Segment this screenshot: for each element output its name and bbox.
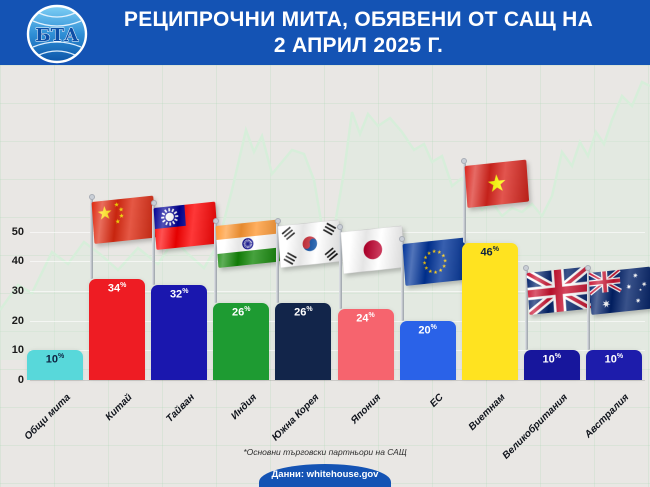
category-label: Китай (103, 392, 135, 423)
category-label: ЕС (427, 392, 446, 410)
bar-value-label: 34% (107, 282, 127, 295)
bta-logo-text: БТА (35, 25, 79, 46)
source-label: Данни: whitehouse.gov (271, 469, 379, 480)
header: БТА РЕЦИПРОЧНИ МИТА, ОБЯВЕНИ ОТ САЩ НА 2… (0, 0, 650, 65)
flagpole (337, 223, 343, 309)
y-axis-tick-label: 40 (11, 255, 24, 268)
bar-value-label: 26% (294, 305, 313, 319)
bar-value-label: 24% (356, 311, 375, 325)
title-line-1: РЕЦИПРОЧНИ МИТА, ОБЯВЕНИ ОТ САЩ НА (123, 8, 594, 31)
y-axis-tick-label: 50 (11, 225, 24, 238)
x-axis-line (30, 380, 645, 381)
flagpole (585, 265, 592, 351)
bar-value-label: 26% (232, 305, 251, 319)
trend-line (0, 80, 650, 311)
flagpole (150, 199, 157, 285)
bar-2: 34% (89, 279, 146, 380)
flagpole (212, 217, 219, 303)
flag-south-korea-icon (277, 219, 343, 268)
flagpole (523, 265, 530, 351)
category-label: Индия (229, 392, 260, 422)
footnote: *Основни търговски партньори на САЩ (243, 447, 407, 457)
flagpole (399, 235, 406, 321)
bar-6: 24% (337, 308, 394, 380)
y-axis-tick-label: 20 (11, 314, 24, 327)
source-pill: Данни: whitehouse.gov (259, 464, 391, 487)
flagpole (461, 158, 468, 244)
bar-3: 32% (151, 284, 208, 380)
flag-uk-icon (526, 266, 591, 316)
bar-value-label: 32% (169, 287, 189, 301)
category-label: Общи мита (22, 392, 73, 443)
bar-8: 46% (461, 243, 518, 380)
bar-value-label: 10% (542, 353, 562, 366)
category-label: Австралия (583, 392, 632, 441)
title-line-2: 2 АПРИЛ 2025 Г. (273, 34, 444, 57)
gridline (30, 290, 645, 292)
category-label: Виетнам (466, 392, 508, 433)
bar-value-label: 46% (480, 246, 499, 260)
flag-eu-icon (402, 237, 467, 286)
bar-4: 26% (213, 302, 270, 380)
category-label: Южна Корея (269, 392, 322, 444)
bar-7: 20% (399, 320, 456, 380)
bta-logo: БТА (26, 4, 88, 64)
flag-vietnam-icon (464, 159, 529, 209)
bar-value-label: 20% (418, 323, 437, 337)
bar-value-label: 10% (604, 353, 624, 366)
bar-value-label: 10% (45, 353, 65, 366)
category-label: Япония (348, 392, 384, 427)
flagpole (274, 217, 281, 303)
flagpole (88, 194, 95, 280)
flag-japan-icon (340, 225, 405, 274)
flag-india-icon (215, 219, 281, 268)
page-title: РЕЦИПРОЧНИ МИТА, ОБЯВЕНИ ОТ САЩ НА 2 АПР… (75, 7, 642, 59)
bar-10: 10% (585, 350, 642, 380)
category-label: Тайван (164, 392, 197, 425)
bar-1: 10% (27, 350, 83, 380)
y-axis-tick-label: 10 (11, 344, 24, 357)
flag-taiwan-icon (153, 201, 219, 250)
bar-5: 26% (275, 302, 332, 380)
flag-australia-icon (588, 266, 650, 316)
flag-china-icon (91, 195, 157, 244)
y-axis-tick-label: 30 (11, 284, 24, 297)
bar-9: 10% (523, 350, 580, 380)
y-axis-tick-label: 0 (17, 374, 24, 386)
